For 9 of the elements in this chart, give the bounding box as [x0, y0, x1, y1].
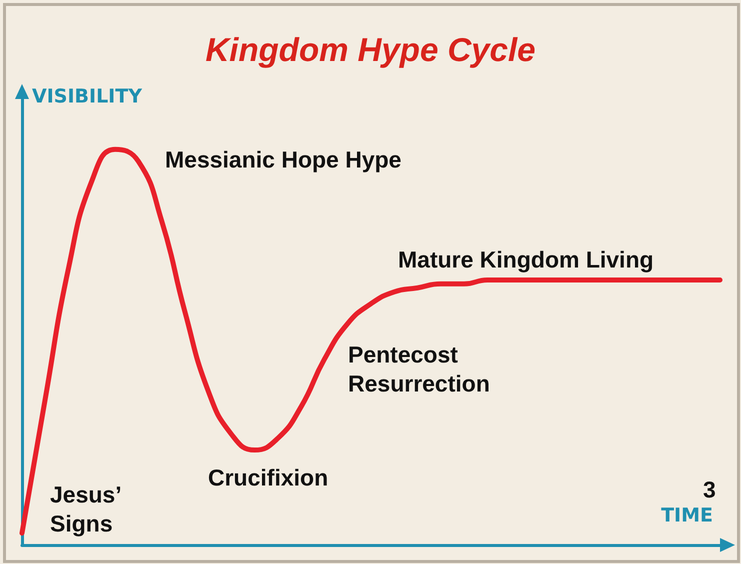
annotation: Mature Kingdom Living	[398, 246, 654, 272]
annotation: Crucifixion	[208, 464, 328, 490]
annotation: Messianic Hope Hype	[165, 146, 402, 172]
y-axis-title: VISIBILITY	[32, 86, 142, 108]
chart-title: Kingdom Hype Cycle	[205, 31, 536, 68]
x-axis-title: TIME	[661, 504, 714, 526]
annotation: Pentecost Resurrection	[348, 342, 490, 396]
annotation: Jesus’ Signs	[50, 482, 122, 536]
annotation: 3	[703, 476, 716, 502]
